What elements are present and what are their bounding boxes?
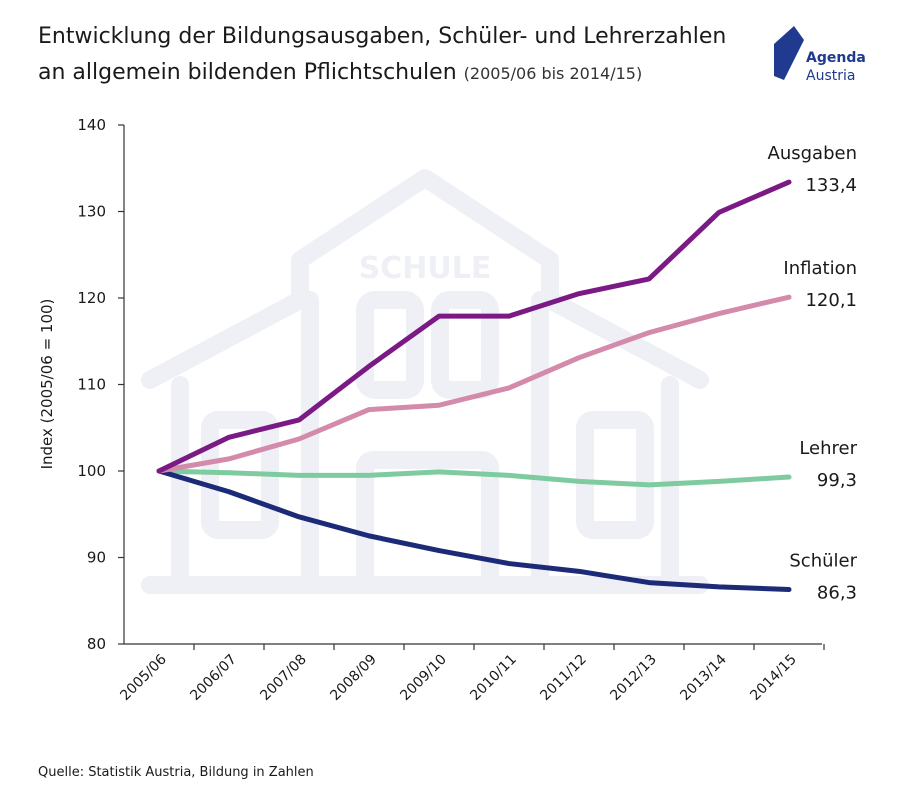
series-value-inflation: 120,1 [805, 290, 857, 311]
series-value-ausgaben: 133,4 [805, 175, 857, 196]
x-tick-label: 2010/11 [467, 652, 519, 704]
series-value-lehrer: 99,3 [817, 470, 857, 491]
line-chart: SCHULE 80 90 100 110 120 130 140 2005/06 2006/0… [38, 116, 858, 704]
y-tick-label: 130 [77, 203, 106, 221]
watermark-text: SCHULE [359, 251, 492, 286]
agenda-austria-logo: Agenda Austria [770, 22, 880, 92]
x-tick-label: 2009/10 [397, 652, 449, 704]
series-labels: Lehrer 99,3 Schüler 86,3 Inflation 120,1 Ausga… [768, 143, 858, 603]
chart-title-line2: an allgemein bildenden Pflichtschulen (2… [38, 60, 642, 85]
school-building-icon [141, 169, 709, 594]
y-tick-label: 140 [77, 116, 106, 134]
series-value-schueler: 86,3 [817, 583, 857, 604]
y-tick-label: 120 [77, 289, 106, 307]
x-tick-label: 2014/15 [747, 652, 799, 704]
y-tick-label: 90 [87, 549, 106, 567]
series-lines [156, 179, 792, 593]
y-axis-label: Index (2005/06 = 100) [38, 299, 56, 470]
logo-icon [774, 26, 804, 80]
series-line-lehrer [156, 468, 792, 488]
x-tick-label: 2007/08 [257, 652, 309, 704]
series-name-ausgaben: Ausgaben [768, 143, 857, 164]
y-tick-label: 110 [77, 376, 106, 394]
chart-title: Entwicklung der Bildungsausgaben, Schüle… [38, 24, 727, 49]
chart-subtitle: (2005/06 bis 2014/15) [463, 64, 643, 83]
y-ticks: 80 90 100 110 120 130 140 [77, 116, 124, 653]
series-line-schueler [156, 468, 792, 593]
y-tick-label: 100 [77, 462, 106, 480]
series-name-schueler: Schüler [789, 551, 857, 572]
logo-text-line2: Austria [806, 68, 856, 84]
y-tick-label: 80 [87, 635, 106, 653]
logo-text-line1: Agenda [806, 50, 866, 66]
series-line-inflation [156, 294, 792, 474]
source-note: Quelle: Statistik Austria, Bildung in Za… [38, 765, 314, 780]
chart-title-text: an allgemein bildenden Pflichtschulen [38, 60, 457, 85]
series-name-lehrer: Lehrer [799, 438, 857, 459]
x-tick-label: 2012/13 [607, 652, 659, 704]
series-line-ausgaben [156, 179, 792, 474]
x-tick-label: 2005/06 [117, 651, 170, 704]
x-tick-label: 2013/14 [677, 651, 730, 704]
series-name-inflation: Inflation [783, 258, 857, 279]
x-tick-label: 2008/09 [327, 652, 379, 704]
x-tick-label: 2006/07 [187, 652, 239, 704]
x-ticks: 2005/06 2006/07 2007/08 2008/09 2009/10 2010/… [117, 644, 825, 704]
x-tick-label: 2011/12 [537, 652, 589, 704]
